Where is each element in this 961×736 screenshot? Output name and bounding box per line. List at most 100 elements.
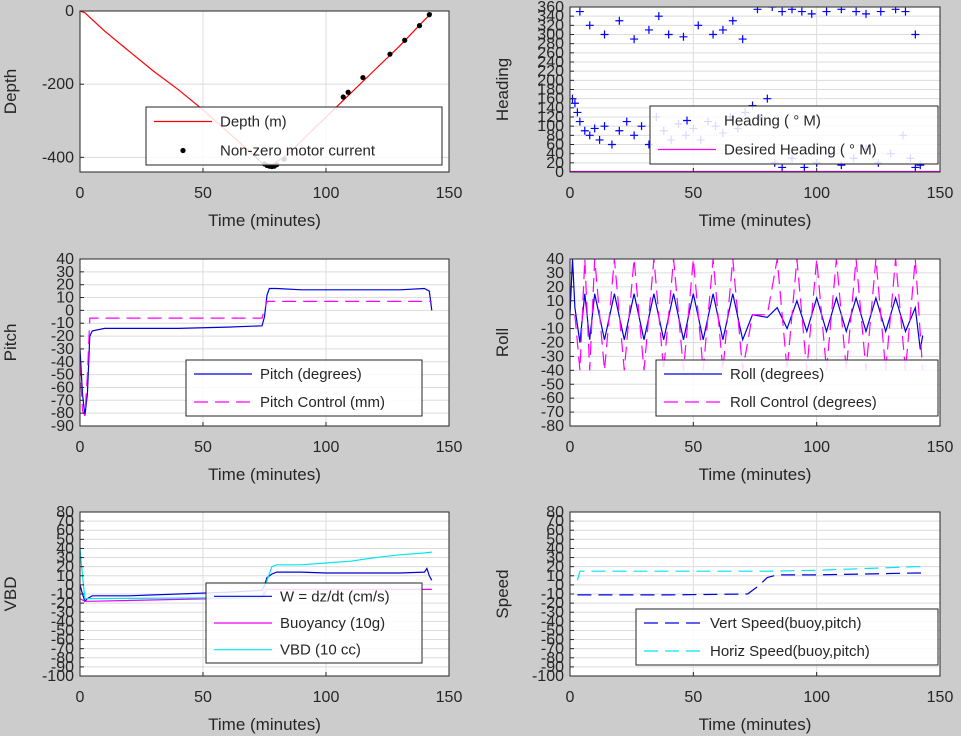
y-tick-label: -80 — [541, 650, 564, 667]
data-point — [768, 7, 777, 11]
series-1-line — [570, 259, 924, 350]
y-tick-label: -20 — [541, 595, 564, 612]
data-point — [664, 30, 673, 39]
data-point — [622, 117, 631, 126]
x-axis-label: Time (minutes) — [699, 211, 812, 230]
y-tick-label: -80 — [51, 650, 74, 667]
x-axis-label: Time (minutes) — [699, 465, 812, 484]
series-2-line — [80, 300, 432, 416]
data-point — [901, 7, 910, 16]
y-axis-label: VBD — [1, 577, 20, 612]
x-tick-label: 100 — [803, 439, 830, 456]
y-axis-label: Heading — [493, 58, 512, 121]
data-point — [778, 163, 787, 172]
y-tick-label: -30 — [541, 348, 564, 365]
x-axis-label: Time (minutes) — [208, 211, 321, 230]
x-axis-label: Time (minutes) — [699, 715, 812, 734]
data-point — [630, 131, 639, 140]
data-point — [807, 9, 816, 18]
data-point — [637, 122, 646, 131]
x-tick-label: 50 — [684, 689, 702, 706]
data-point — [426, 12, 432, 18]
y-tick-label: 60 — [546, 137, 564, 154]
x-tick-label: 50 — [194, 185, 212, 202]
x-tick-label: 0 — [566, 185, 575, 202]
series-1-line — [80, 567, 433, 603]
y-tick-label: 70 — [56, 513, 74, 530]
data-point — [738, 35, 747, 44]
x-tick-label: 0 — [76, 185, 85, 202]
data-point — [615, 16, 624, 25]
data-point — [340, 94, 346, 100]
chart-3: 0 50 100 150-90-80-70-60-50-40-30-20-100102… — [1, 251, 462, 484]
y-tick-label: 20 — [546, 559, 564, 576]
legend-label: Heading ( ° M) — [724, 113, 821, 130]
x-tick-label: 100 — [313, 439, 340, 456]
x-tick-label: 100 — [313, 185, 340, 202]
legend-box — [649, 105, 939, 165]
data-point — [607, 140, 616, 149]
data-point — [876, 7, 885, 16]
y-tick-label: -60 — [51, 379, 74, 396]
data-point — [416, 23, 423, 29]
y-tick-label: 200 — [537, 72, 564, 89]
x-tick-label: 150 — [436, 439, 463, 456]
data-point — [891, 7, 900, 14]
y-tick-label: -400 — [42, 149, 74, 166]
x-tick-label: 100 — [313, 689, 340, 706]
data-point — [595, 135, 604, 144]
series-group — [570, 259, 924, 371]
legend: Pitch (degrees) Pitch Control (mm) — [185, 359, 423, 417]
data-point — [822, 7, 831, 16]
y-tick-label: 50 — [56, 531, 74, 548]
legend-label: VBD (10 cc) — [280, 642, 361, 659]
y-tick-label: -60 — [51, 632, 74, 649]
y-tick-label: -90 — [541, 659, 564, 676]
y-tick-label: 340 — [537, 8, 564, 25]
data-point — [728, 16, 737, 25]
legend-label: Non-zero motor current — [220, 143, 376, 160]
legend-label: Desired Heading ( ° M) — [724, 142, 877, 159]
data-point — [797, 7, 806, 16]
y-tick-label: 180 — [537, 82, 564, 99]
y-tick-label: -70 — [51, 392, 74, 409]
series-2-line — [576, 566, 923, 581]
legend-label: Roll (degrees) — [730, 366, 824, 383]
x-tick-label: 0 — [76, 439, 85, 456]
y-tick-label: 40 — [56, 540, 74, 557]
series-2-line — [574, 259, 924, 371]
y-tick-label: -50 — [51, 622, 74, 639]
data-point — [590, 124, 599, 133]
y-tick-label: -200 — [42, 76, 74, 93]
data-point — [570, 99, 579, 108]
y-tick-label: 10 — [56, 290, 74, 307]
y-tick-label: -40 — [51, 613, 74, 630]
x-tick-label: 0 — [566, 689, 575, 706]
legend-label: Depth (m) — [220, 114, 287, 131]
x-tick-label: 150 — [927, 439, 954, 456]
x-tick-label: 150 — [436, 689, 463, 706]
data-point — [575, 117, 584, 126]
y-tick-label: 280 — [537, 36, 564, 53]
chart-1: 0 50 100 150 0 -200 -400 Time (minutes) Depth Dep… — [1, 3, 462, 230]
legend: W = dz/dt (cm/s) Buoyancy (10g) VBD (10 cc… — [205, 582, 423, 664]
y-tick-label: 40 — [546, 251, 564, 268]
series-group — [576, 566, 923, 596]
y-tick-label: 320 — [537, 17, 564, 34]
y-tick-label: -40 — [541, 613, 564, 630]
chart-4: 0 50 100 150-80-70-60-50-40-30-20-100102030… — [493, 251, 953, 484]
y-tick-label: -10 — [541, 586, 564, 603]
data-point — [718, 25, 727, 34]
x-tick-label: 50 — [684, 439, 702, 456]
x-axis-label: Time (minutes) — [208, 465, 321, 484]
data-point — [911, 30, 920, 39]
y-axis-label: Roll — [493, 328, 512, 357]
data-point — [852, 7, 861, 16]
y-tick-label: 40 — [546, 146, 564, 163]
y-tick-label: 20 — [56, 277, 74, 294]
y-tick-label: -80 — [51, 405, 74, 422]
y-tick-label: 0 — [65, 577, 74, 594]
y-tick-label: -70 — [541, 641, 564, 658]
legend-label: Pitch (degrees) — [260, 366, 362, 383]
